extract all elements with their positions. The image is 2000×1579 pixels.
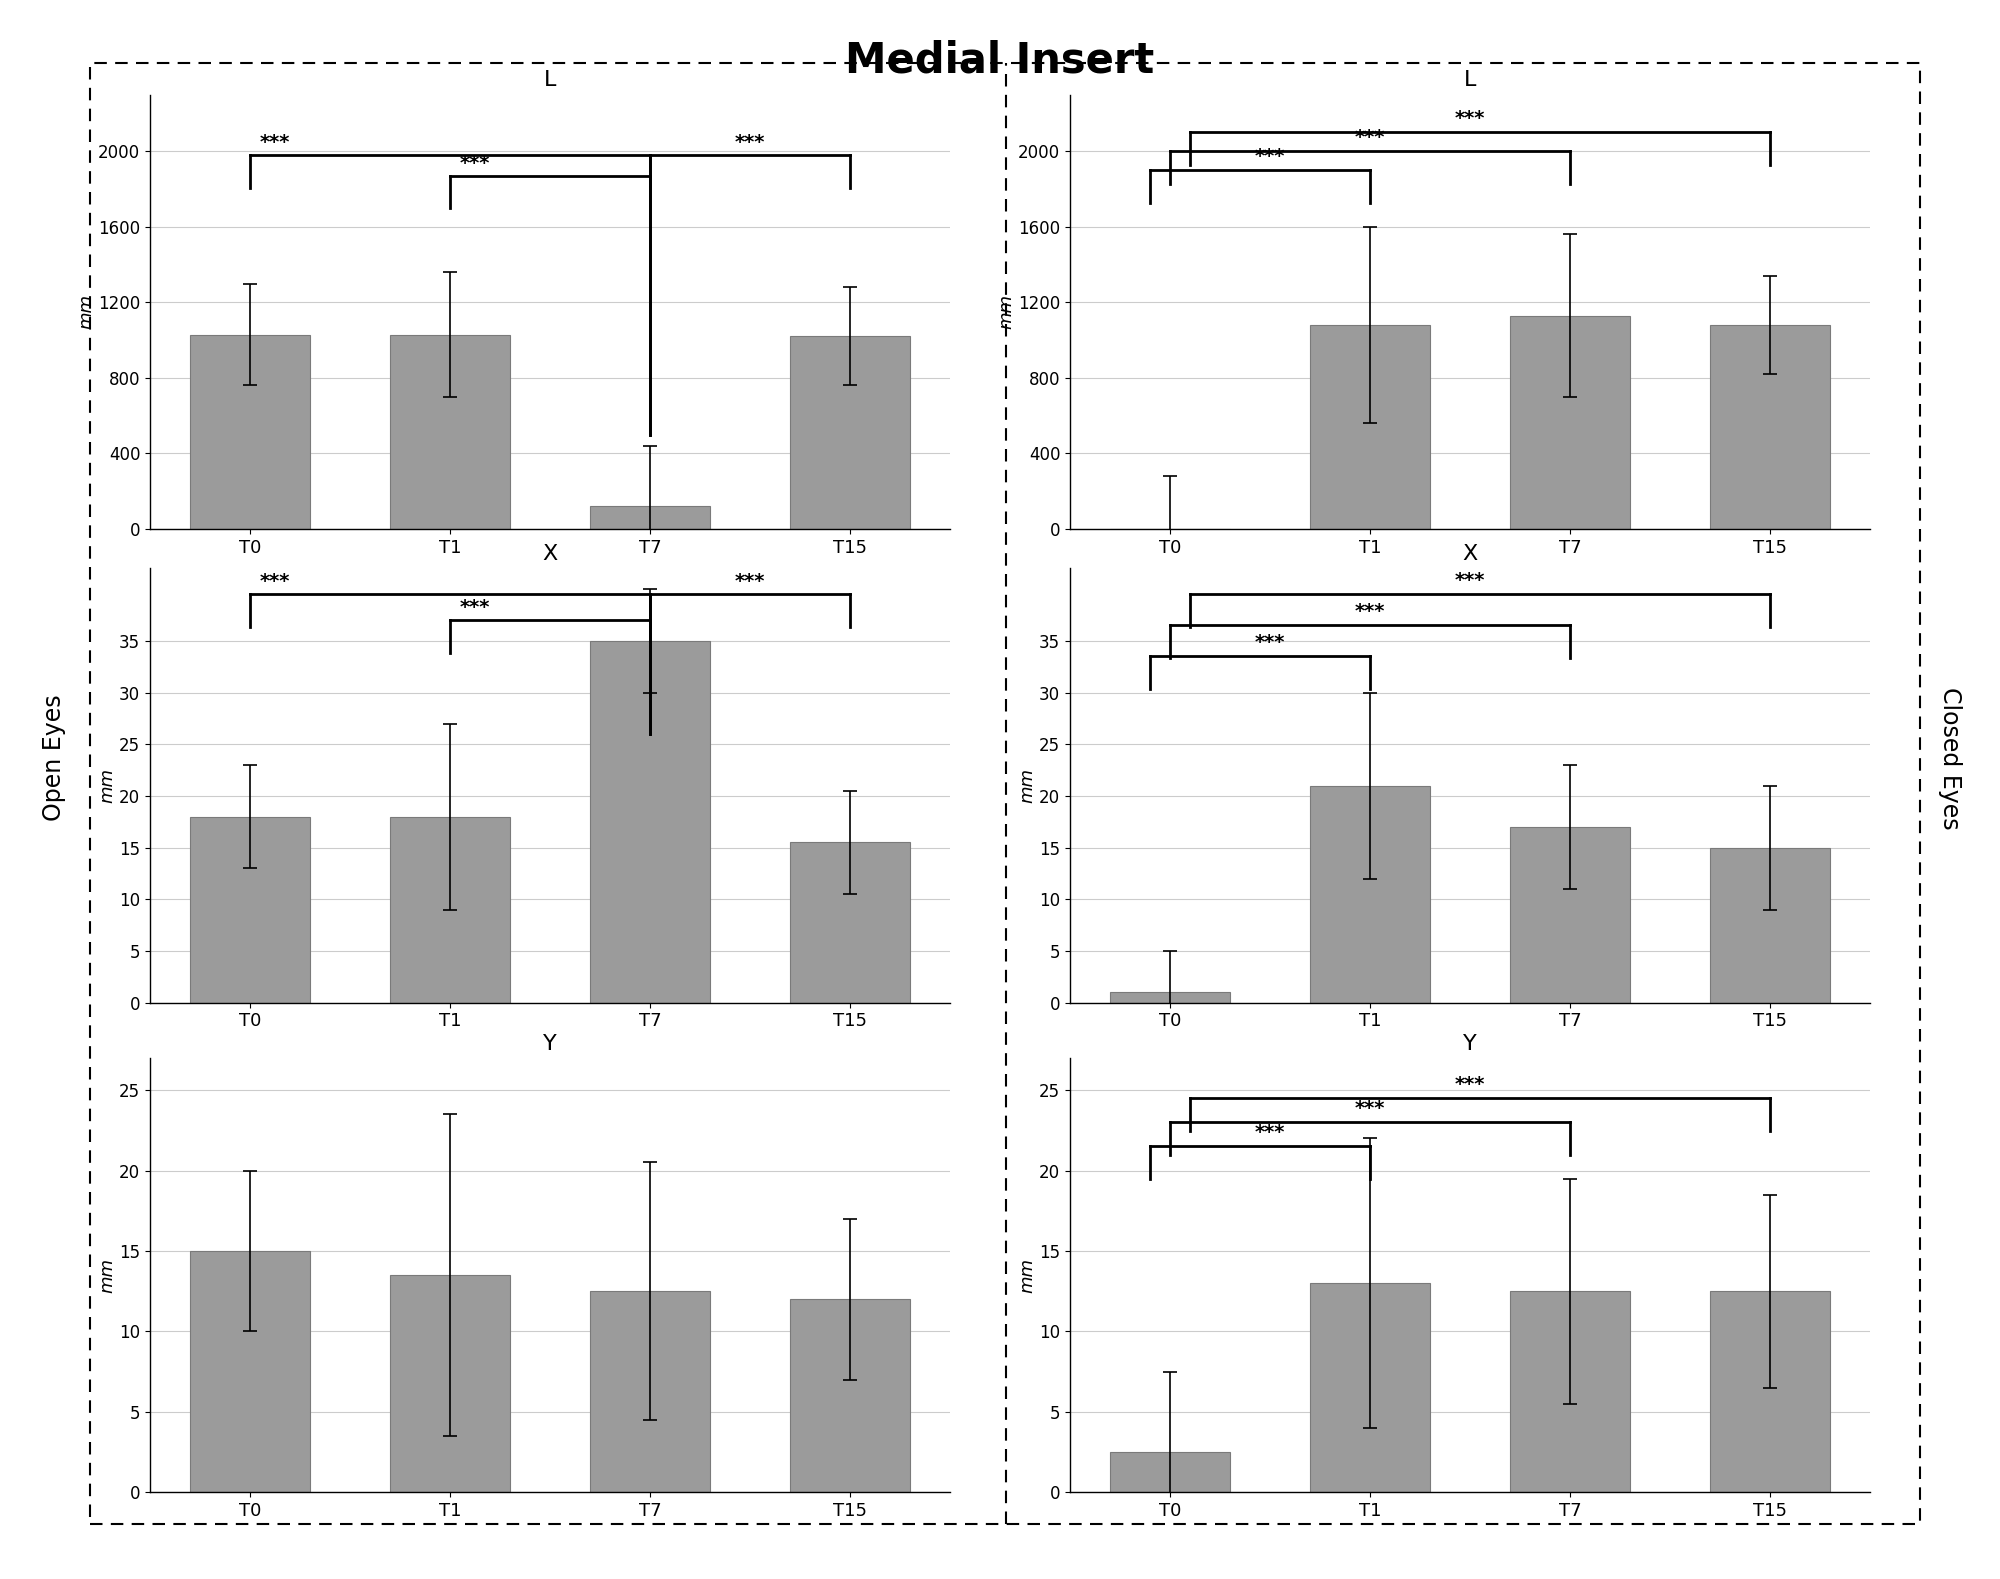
- Text: ***: ***: [260, 572, 290, 591]
- Text: Closed Eyes: Closed Eyes: [1938, 687, 1962, 829]
- Y-axis label: mm: mm: [78, 294, 96, 330]
- Bar: [190, 335, 310, 529]
- Bar: [1510, 827, 1630, 1003]
- Bar: [190, 816, 310, 1003]
- Bar: [390, 1276, 510, 1492]
- Bar: [190, 1251, 310, 1492]
- Text: ***: ***: [1254, 1123, 1286, 1142]
- Bar: [790, 843, 910, 1003]
- Text: ***: ***: [734, 572, 766, 591]
- Bar: [1710, 325, 1830, 529]
- Text: ***: ***: [734, 133, 766, 152]
- Title: X: X: [1462, 545, 1478, 564]
- Bar: [390, 335, 510, 529]
- Bar: [390, 816, 510, 1003]
- Title: L: L: [544, 71, 556, 90]
- Text: ***: ***: [1454, 109, 1486, 128]
- Bar: [1110, 992, 1230, 1003]
- Text: Open Eyes: Open Eyes: [42, 695, 66, 821]
- Bar: [1510, 316, 1630, 529]
- Bar: [1710, 1292, 1830, 1492]
- Y-axis label: mm: mm: [98, 767, 116, 804]
- Text: Medial Insert: Medial Insert: [846, 39, 1154, 82]
- Text: ***: ***: [260, 133, 290, 152]
- Title: L: L: [1464, 71, 1476, 90]
- Text: ***: ***: [1254, 633, 1286, 652]
- Text: ***: ***: [1354, 128, 1386, 147]
- Y-axis label: mm: mm: [98, 1257, 116, 1293]
- Bar: [1510, 1292, 1630, 1492]
- Title: X: X: [542, 545, 558, 564]
- Bar: [1310, 786, 1430, 1003]
- Text: ***: ***: [1454, 572, 1486, 591]
- Text: ***: ***: [1254, 147, 1286, 166]
- Bar: [590, 507, 710, 529]
- Text: ***: ***: [1454, 1075, 1486, 1094]
- Text: ***: ***: [1354, 1099, 1386, 1118]
- Bar: [590, 1292, 710, 1492]
- Text: ***: ***: [460, 598, 490, 617]
- Bar: [590, 641, 710, 1003]
- Text: ***: ***: [460, 153, 490, 172]
- Bar: [790, 1300, 910, 1492]
- Bar: [1310, 325, 1430, 529]
- Y-axis label: mm: mm: [1018, 767, 1036, 804]
- Y-axis label: mm: mm: [1018, 1257, 1036, 1293]
- Bar: [1310, 1284, 1430, 1492]
- Bar: [790, 336, 910, 529]
- Y-axis label: mm: mm: [998, 294, 1016, 330]
- Text: ***: ***: [1354, 602, 1386, 621]
- Bar: [1110, 1453, 1230, 1492]
- Title: Y: Y: [1464, 1034, 1476, 1053]
- Title: Y: Y: [544, 1034, 556, 1053]
- Bar: [1710, 848, 1830, 1003]
